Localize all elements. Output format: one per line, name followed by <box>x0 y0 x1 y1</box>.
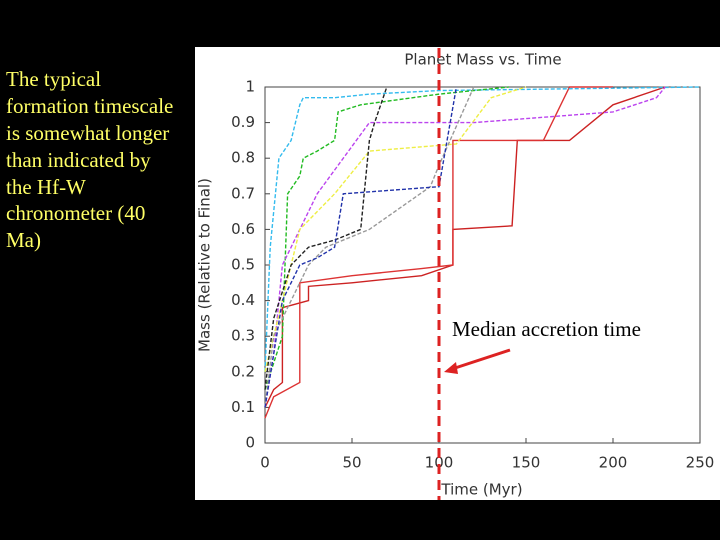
series-line <box>264 86 613 419</box>
annotation: Median accretion time <box>452 317 641 341</box>
x-tick-label: 250 <box>686 454 715 472</box>
chart-title: Planet Mass vs. Time <box>404 51 561 69</box>
series-line <box>264 86 475 408</box>
series-line <box>264 86 666 408</box>
x-tick-label: 100 <box>425 454 454 472</box>
y-tick-label: 0.4 <box>231 291 255 309</box>
y-axis-label: Mass (Relative to Final) <box>196 178 214 352</box>
arrow <box>451 348 511 371</box>
x-tick-label: 50 <box>342 454 361 472</box>
arrow-head <box>444 362 458 374</box>
y-tick-label: 0.2 <box>231 362 255 380</box>
x-tick-label: 150 <box>512 454 541 472</box>
series-line <box>264 86 509 390</box>
y-tick-label: 0.8 <box>231 149 255 167</box>
chart-panel <box>195 47 720 500</box>
y-tick-label: 0.1 <box>231 398 255 416</box>
y-tick-label: 0.7 <box>231 184 255 202</box>
x-tick-label: 0 <box>260 454 270 472</box>
y-tick-label: 0.3 <box>231 327 255 345</box>
y-tick-label: 0.6 <box>231 220 255 238</box>
y-tick-label: 0 <box>245 434 255 452</box>
series-line <box>264 86 666 408</box>
series-line <box>264 86 458 408</box>
x-axis-label: Time (Myr) <box>440 481 522 499</box>
series-line <box>264 86 527 372</box>
slide-text: The typical formation timescale is somew… <box>6 67 174 253</box>
y-tick-label: 0.5 <box>231 256 255 274</box>
series-line <box>264 86 701 372</box>
y-tick-label: 0.9 <box>231 113 255 131</box>
series-line <box>264 86 388 390</box>
x-tick-label: 200 <box>599 454 628 472</box>
y-tick-label: 1 <box>245 78 255 96</box>
